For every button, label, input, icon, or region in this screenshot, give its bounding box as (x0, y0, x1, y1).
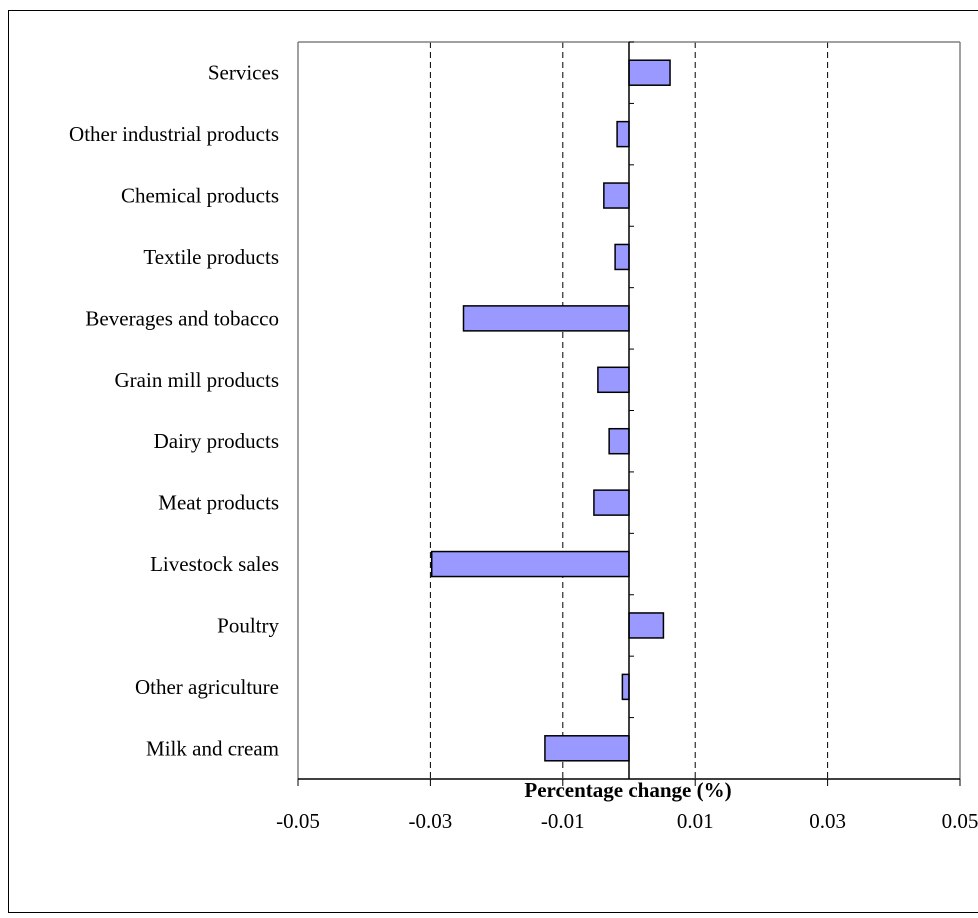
x-axis-title: Percentage change (%) (524, 778, 731, 802)
x-tick-labels: -0.05 -0.03 -0.01 0.01 0.03 0.05 (276, 809, 978, 833)
category-label: Poultry (217, 613, 279, 637)
bar (597, 366, 630, 394)
x-tick-label: -0.05 (276, 809, 320, 833)
bar (608, 427, 630, 455)
chart-frame (8, 10, 978, 913)
bar (616, 120, 630, 148)
x-tick-label: 0.05 (942, 809, 978, 833)
category-label: Milk and cream (146, 736, 279, 760)
x-tick-label: 0.01 (677, 809, 714, 833)
bar (628, 612, 665, 639)
category-label: Textile products (143, 245, 279, 269)
category-label: Other agriculture (135, 675, 279, 699)
category-label: Chemical products (121, 184, 279, 208)
category-label: Grain mill products (115, 368, 279, 392)
bar (614, 243, 630, 271)
bar (603, 182, 630, 209)
grid-lines (429, 42, 829, 779)
category-labels: Services Other industrial products Chemica… (69, 61, 279, 761)
bar (593, 489, 630, 516)
bar (628, 59, 671, 86)
bar (621, 673, 630, 701)
x-tick-label: 0.03 (809, 809, 846, 833)
x-tick-label: -0.03 (409, 809, 453, 833)
category-label: Other industrial products (69, 122, 279, 146)
bar (462, 305, 630, 332)
category-label: Livestock sales (150, 552, 279, 576)
category-label: Meat products (158, 491, 279, 515)
x-tick-label: -0.01 (541, 809, 585, 833)
bar (544, 735, 630, 762)
category-label: Dairy products (154, 429, 279, 453)
bars (430, 59, 671, 762)
bar (430, 550, 630, 578)
category-label: Services (208, 61, 279, 85)
category-label: Beverages and tobacco (85, 306, 279, 330)
axes (297, 41, 961, 786)
